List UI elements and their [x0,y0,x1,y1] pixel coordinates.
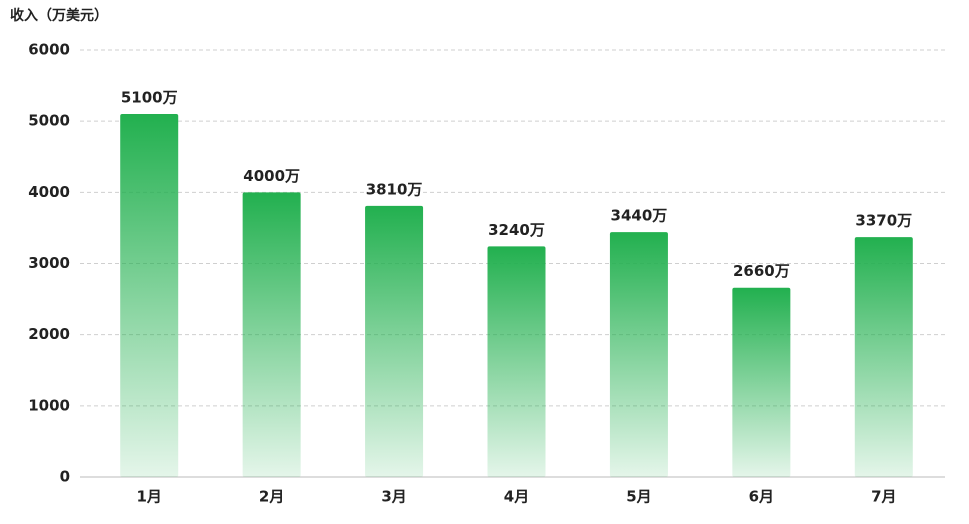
x-tick-label: 5月 [626,488,651,506]
y-tick-label: 0 [60,468,70,486]
bar [120,114,179,478]
y-tick-label: 2000 [28,325,70,343]
value-label: 3810万 [366,180,423,198]
y-tick-label: 1000 [28,396,70,414]
bar [609,232,668,477]
bar [242,192,301,478]
value-label: 3240万 [488,221,545,239]
x-tick-label: 3月 [381,488,406,506]
y-tick-label: 5000 [28,112,70,130]
x-tick-label: 6月 [749,488,774,506]
y-tick-label: 4000 [28,183,70,201]
y-tick-label: 6000 [28,41,70,59]
y-tick-label: 3000 [28,254,70,272]
bar [487,246,546,477]
x-tick-label: 4月 [504,488,529,506]
value-label: 3440万 [611,207,668,225]
bar [854,237,913,477]
x-tick-label: 7月 [871,488,896,506]
chart-title: 收入（万美元） [10,7,108,24]
value-label: 4000万 [243,167,300,185]
bar [365,205,424,478]
bar [732,287,791,477]
value-label: 2660万 [733,262,790,280]
value-label: 5100万 [121,89,178,107]
value-label: 3370万 [855,212,912,230]
x-tick-label: 2月 [259,488,284,506]
x-tick-label: 1月 [136,488,161,506]
